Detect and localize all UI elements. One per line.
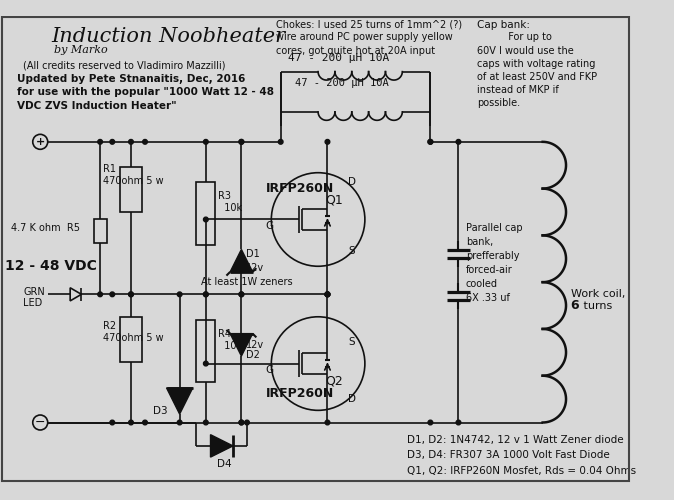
Text: +: + — [36, 137, 45, 147]
Circle shape — [129, 140, 133, 144]
Text: R1
470ohm 5 w: R1 470ohm 5 w — [103, 164, 164, 186]
Text: 12v: 12v — [246, 340, 264, 350]
Polygon shape — [230, 250, 253, 272]
Circle shape — [98, 140, 102, 144]
Text: Parallel cap
bank,
prefferably
forced-air
cooled
6X .33 uf: Parallel cap bank, prefferably forced-ai… — [466, 224, 522, 304]
Circle shape — [204, 292, 208, 296]
Circle shape — [325, 140, 330, 144]
Text: 6: 6 — [571, 299, 580, 312]
Text: 47 - 200 μH 10A: 47 - 200 μH 10A — [295, 78, 388, 88]
Circle shape — [325, 292, 330, 296]
Text: S: S — [348, 338, 355, 347]
Circle shape — [143, 140, 148, 144]
Circle shape — [456, 140, 461, 144]
Circle shape — [110, 140, 115, 144]
Text: 4.7 K ohm  R5: 4.7 K ohm R5 — [11, 223, 80, 233]
Circle shape — [204, 420, 208, 425]
Text: Induction Noobheater: Induction Noobheater — [51, 26, 286, 46]
Text: IRFP260N: IRFP260N — [266, 387, 334, 400]
Circle shape — [428, 140, 433, 144]
Text: R3
  10k: R3 10k — [218, 192, 242, 213]
Circle shape — [245, 420, 249, 425]
Circle shape — [239, 292, 244, 296]
Circle shape — [204, 292, 208, 296]
Bar — [94, 218, 106, 243]
Text: 12v: 12v — [246, 262, 264, 272]
Text: Chokes: I used 25 turns of 1mm^2 (?)
wire around PC power supply yellow
cores, g: Chokes: I used 25 turns of 1mm^2 (?) wir… — [276, 20, 462, 56]
Circle shape — [278, 140, 283, 144]
Circle shape — [325, 292, 330, 296]
Text: D4: D4 — [217, 459, 232, 469]
Circle shape — [204, 361, 208, 366]
Text: D3: D3 — [154, 406, 168, 415]
Circle shape — [239, 292, 244, 296]
Text: R2
470ohm 5 w: R2 470ohm 5 w — [103, 322, 164, 343]
Text: Work coil,: Work coil, — [571, 290, 625, 300]
Bar — [197, 320, 215, 382]
Text: D: D — [348, 178, 356, 188]
Text: Cap bank:: Cap bank: — [477, 20, 530, 30]
Circle shape — [325, 420, 330, 425]
Text: D2: D2 — [246, 350, 260, 360]
Bar — [197, 182, 215, 244]
Text: 12 - 48 VDC: 12 - 48 VDC — [5, 260, 96, 274]
Text: GRN
LED: GRN LED — [24, 287, 45, 308]
Text: 47 - 200 μH 10A: 47 - 200 μH 10A — [288, 53, 390, 63]
Circle shape — [110, 420, 115, 425]
Circle shape — [143, 420, 148, 425]
Text: S: S — [348, 246, 355, 256]
Circle shape — [239, 140, 244, 144]
Text: At least 1W zeners: At least 1W zeners — [201, 278, 293, 287]
Bar — [120, 317, 142, 362]
Circle shape — [325, 292, 330, 296]
Circle shape — [204, 140, 208, 144]
Text: R4
  10k: R4 10k — [218, 329, 242, 350]
Text: −: − — [35, 416, 45, 429]
Circle shape — [428, 140, 433, 144]
Circle shape — [325, 292, 330, 296]
Text: D1: D1 — [246, 250, 259, 260]
Text: (All credits reserved to Vladimiro Mazzilli): (All credits reserved to Vladimiro Mazzi… — [24, 60, 226, 70]
Text: For up to
60V I would use the
caps with voltage rating
of at least 250V and FKP
: For up to 60V I would use the caps with … — [477, 32, 597, 108]
Circle shape — [177, 292, 182, 296]
Text: turns: turns — [580, 300, 612, 310]
Bar — [120, 167, 142, 212]
Text: G: G — [266, 366, 274, 376]
Text: Q1: Q1 — [326, 194, 343, 206]
Polygon shape — [210, 434, 233, 457]
Circle shape — [129, 420, 133, 425]
Circle shape — [239, 140, 244, 144]
Circle shape — [98, 292, 102, 296]
Polygon shape — [166, 388, 193, 414]
Circle shape — [456, 420, 461, 425]
Text: IRFP260N: IRFP260N — [266, 182, 334, 195]
Text: Q2: Q2 — [326, 375, 343, 388]
Circle shape — [110, 292, 115, 296]
Circle shape — [129, 292, 133, 296]
Text: Updated by Pete Stnanaitis, Dec, 2016
for use with the popular "1000 Watt 12 - 4: Updated by Pete Stnanaitis, Dec, 2016 fo… — [17, 74, 274, 110]
Circle shape — [239, 420, 244, 425]
Text: D1, D2: 1N4742, 12 v 1 Watt Zener diode
D3, D4: FR307 3A 1000 Volt Fast Diode
Q1: D1, D2: 1N4742, 12 v 1 Watt Zener diode … — [407, 434, 636, 476]
Text: by Marko: by Marko — [55, 44, 108, 54]
Polygon shape — [230, 334, 253, 356]
Circle shape — [239, 420, 244, 425]
Circle shape — [204, 217, 208, 222]
Text: D: D — [348, 394, 356, 404]
Circle shape — [177, 420, 182, 425]
Circle shape — [428, 420, 433, 425]
Text: G: G — [266, 222, 274, 232]
Circle shape — [129, 292, 133, 296]
